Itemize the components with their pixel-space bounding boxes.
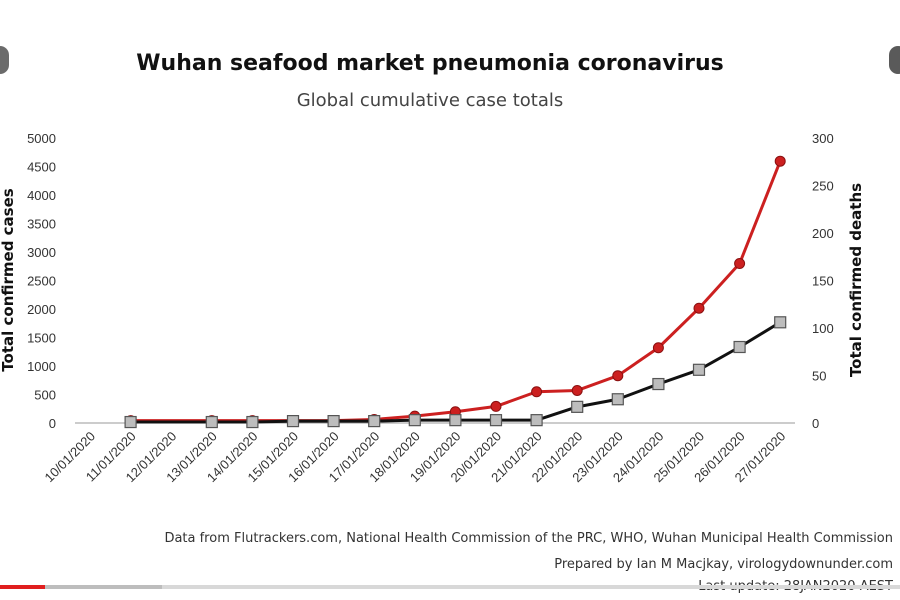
footer-prepared-by: Prepared by Ian M Macjkay, virologydownu… <box>554 557 893 572</box>
y2-tick-label: 50 <box>812 369 826 384</box>
video-progress-bar[interactable] <box>0 585 900 589</box>
data-point <box>733 340 746 354</box>
data-point <box>246 415 259 429</box>
y2-tick-label: 0 <box>812 416 819 431</box>
y-tick-label: 4000 <box>27 188 56 203</box>
y2-tick-label: 200 <box>812 226 834 241</box>
y2-tick-label: 300 <box>812 131 834 146</box>
cases-series <box>125 155 786 427</box>
next-slide-button[interactable] <box>889 46 900 74</box>
y-axis-ticks: 0 500 1000 1500 2000 2500 3000 3500 4000 4500 5000 <box>27 131 56 431</box>
y-tick-label: 1500 <box>27 331 56 346</box>
data-point <box>531 386 543 398</box>
y2-axis-ticks: 0 50 100 150 200 250 300 <box>812 131 834 431</box>
previous-slide-button[interactable] <box>0 46 9 74</box>
x-axis-ticks: 10/01/202011/01/202012/01/202013/01/2020… <box>41 429 788 486</box>
y-tick-label: 1000 <box>27 359 56 374</box>
data-point <box>692 363 706 376</box>
deaths-series <box>124 316 787 429</box>
y-axis-title: Total confirmed cases <box>0 188 17 371</box>
data-point <box>612 370 624 382</box>
y2-tick-label: 250 <box>812 179 834 194</box>
y-tick-label: 5000 <box>27 131 56 146</box>
data-point <box>693 302 705 314</box>
footer-source: Data from Flutrackers.com, National Heal… <box>164 531 893 546</box>
data-point <box>327 415 340 428</box>
data-point <box>408 414 421 427</box>
data-point <box>530 414 543 427</box>
y-tick-label: 500 <box>34 388 56 403</box>
series-line <box>130 160 782 423</box>
video-progress-played <box>0 585 45 589</box>
data-point <box>124 415 137 429</box>
data-point <box>571 400 584 413</box>
data-point <box>734 258 746 270</box>
data-point <box>205 415 218 429</box>
data-point <box>774 155 786 167</box>
series-layer <box>124 155 787 429</box>
data-point <box>286 415 300 428</box>
y-tick-label: 2000 <box>27 302 56 317</box>
chart-subtitle: Global cumulative case totals <box>297 90 564 111</box>
data-point <box>652 377 665 391</box>
data-point <box>571 384 583 396</box>
data-point <box>449 414 462 427</box>
data-point <box>774 316 787 329</box>
y-tick-label: 0 <box>49 416 56 431</box>
data-point <box>489 414 503 427</box>
y-tick-label: 3000 <box>27 245 56 260</box>
data-point <box>368 415 381 428</box>
video-progress-loaded <box>45 585 162 589</box>
y2-tick-label: 150 <box>812 274 834 289</box>
chart-title: Wuhan seafood market pneumonia coronavir… <box>136 51 723 76</box>
data-point <box>652 342 664 354</box>
y2-tick-label: 100 <box>812 321 834 336</box>
y2-axis-title: Total confirmed deaths <box>847 183 865 377</box>
y-tick-label: 3500 <box>27 217 56 232</box>
series-line <box>130 321 781 424</box>
y-tick-label: 4500 <box>27 160 56 175</box>
data-point <box>611 393 624 406</box>
y-tick-label: 2500 <box>27 274 56 289</box>
data-point <box>490 400 502 412</box>
